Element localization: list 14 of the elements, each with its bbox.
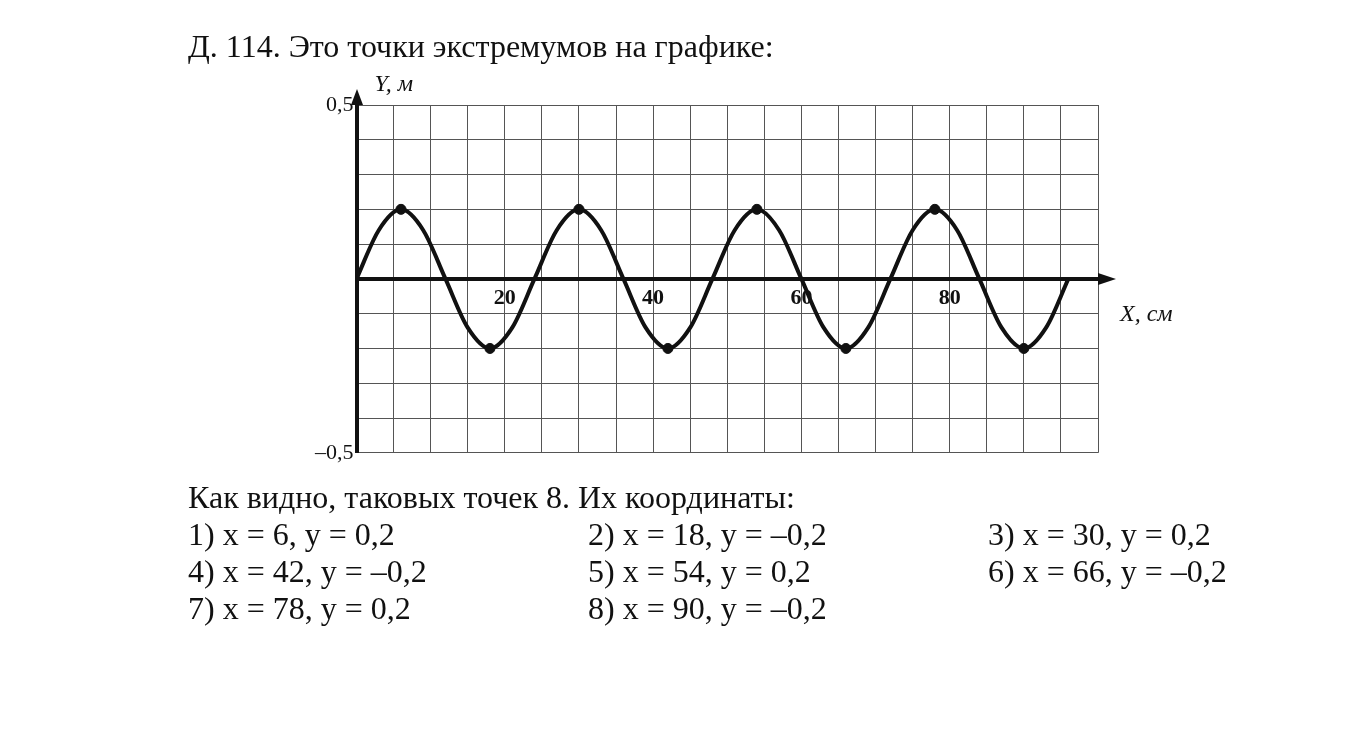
y-axis-title: Y, м — [374, 70, 413, 97]
x-axis-title: X, см — [1119, 300, 1173, 327]
text: 2) x = 18, y = –0,2 — [588, 516, 828, 553]
text: 4) x = 42, y = –0,2 — [188, 553, 428, 590]
text: 8) x = 90, y = –0,2 — [588, 590, 828, 627]
text: 3) x = 30, y = 0,2 — [988, 516, 1212, 553]
text: 7) x = 78, y = 0,2 — [188, 590, 412, 627]
text: 1) x = 6, y = 0,2 — [188, 516, 396, 553]
y-tick-label: –0,5 — [314, 438, 354, 464]
text: 5) x = 54, y = 0,2 — [588, 553, 812, 590]
y-tick-label: 0,5 — [326, 90, 354, 116]
text: Как видно, таковых точек 8. Их координаты: — [188, 479, 796, 516]
text: 6) x = 66, y = –0,2 — [988, 553, 1228, 590]
chart-title: Д. 114. Это точки экстремумов на графике: — [188, 28, 775, 65]
